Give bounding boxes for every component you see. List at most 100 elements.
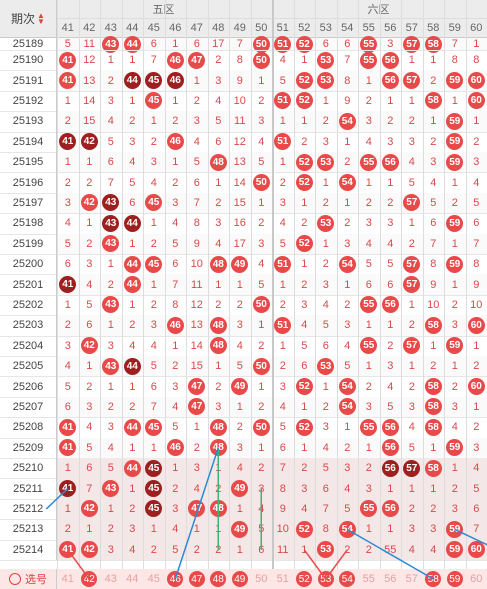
cell: 1 (229, 540, 251, 560)
cell: 3 (315, 132, 337, 152)
cell: 52 (294, 376, 316, 396)
selected-number-ball[interactable]: 59 (446, 571, 463, 587)
cell: 5 (79, 295, 101, 315)
period-label: 25190 (0, 50, 57, 71)
zone-5-header: 五区 (57, 0, 270, 19)
select-number-48[interactable]: 48 (208, 569, 230, 589)
cell: 16 (229, 213, 251, 233)
miss-count: 1 (150, 523, 157, 536)
select-number-51[interactable]: 51 (272, 569, 294, 589)
miss-count: 2 (387, 196, 394, 209)
cell: 8 (337, 70, 359, 90)
miss-count: 1 (430, 339, 437, 352)
select-number-49[interactable]: 49 (229, 569, 251, 589)
selected-number-ball[interactable]: 52 (296, 571, 313, 587)
cell: 55 (358, 295, 380, 315)
drawn-number-ball: 41 (59, 72, 77, 90)
select-number-54[interactable]: 54 (337, 569, 359, 589)
miss-count: 5 (215, 115, 222, 128)
column-header-42: 42 (78, 19, 100, 38)
select-number-50[interactable]: 50 (251, 569, 273, 589)
select-radio-icon[interactable] (9, 573, 21, 585)
cell: 7 (466, 519, 487, 539)
cell: 1 (358, 70, 380, 90)
selected-number-ball[interactable]: 46 (167, 571, 184, 587)
cell: 4 (444, 417, 466, 437)
select-number-56[interactable]: 56 (380, 569, 402, 589)
miss-count: 4 (193, 482, 200, 495)
miss-count: 11 (83, 38, 95, 50)
drawn-number-ball: 49 (231, 255, 249, 273)
miss-count: 4 (236, 462, 243, 475)
cell: 9 (337, 91, 359, 111)
cell: 6 (57, 397, 79, 417)
cell: 1 (229, 274, 251, 294)
cell: 1 (380, 315, 402, 335)
select-number-52[interactable]: 52 (294, 569, 316, 589)
select-number-60[interactable]: 60 (466, 569, 487, 589)
miss-count: 1 (279, 115, 286, 128)
miss-count: 3 (172, 380, 179, 393)
miss-count: 1 (344, 421, 351, 434)
drawn-number-ball: 56 (381, 459, 399, 477)
miss-count: 8 (473, 54, 480, 67)
select-number-44[interactable]: 44 (122, 569, 144, 589)
drawn-number-ball: 57 (403, 35, 421, 53)
period-header[interactable]: 期次 ▲ ▼ (0, 0, 57, 38)
select-label-cell[interactable]: 选号 (0, 569, 57, 589)
select-number-45[interactable]: 45 (143, 569, 165, 589)
cell: 2 (466, 417, 487, 437)
cell: 2 (229, 417, 251, 437)
select-number-41[interactable]: 41 (57, 569, 79, 589)
miss-count: 16 (233, 217, 246, 230)
selected-number-ball[interactable]: 47 (188, 571, 205, 587)
cell: 2 (337, 438, 359, 458)
cell: 11 (272, 540, 294, 560)
column-divider (164, 0, 166, 589)
selected-number-ball[interactable]: 53 (317, 571, 334, 587)
cell: 45 (143, 254, 165, 274)
cell: 58 (423, 315, 445, 335)
cell: 1 (380, 172, 402, 192)
cell: 1 (358, 172, 380, 192)
cell: 3 (294, 295, 316, 315)
select-number-42[interactable]: 42 (79, 569, 101, 589)
miss-count: 12 (190, 298, 203, 311)
cell: 3 (186, 111, 208, 131)
drawn-number-ball: 42 (80, 541, 98, 559)
cell: 2 (100, 397, 122, 417)
select-number-53[interactable]: 53 (315, 569, 337, 589)
cell: 59 (444, 70, 466, 90)
cell: 1 (165, 336, 187, 356)
cell: 4 (272, 50, 294, 70)
select-number-57[interactable]: 57 (401, 569, 423, 589)
sort-icon[interactable]: ▲ ▼ (37, 10, 45, 26)
miss-count: 3 (279, 196, 286, 209)
select-number-58[interactable]: 58 (423, 569, 445, 589)
selected-number-ball[interactable]: 54 (339, 571, 356, 587)
miss-count: 3 (322, 421, 329, 434)
select-number-46[interactable]: 46 (165, 569, 187, 589)
column-divider (336, 0, 338, 589)
cell: 6 (143, 38, 165, 50)
cell: 1 (186, 70, 208, 90)
select-number-43[interactable]: 43 (100, 569, 122, 589)
selected-number-ball[interactable]: 58 (425, 571, 442, 587)
select-number-55[interactable]: 55 (358, 569, 380, 589)
cell: 3 (337, 458, 359, 478)
select-number-47[interactable]: 47 (186, 569, 208, 589)
miss-count: 2 (344, 217, 351, 230)
drawn-number-ball: 52 (295, 72, 313, 90)
selected-number-ball[interactable]: 48 (210, 571, 227, 587)
miss-count: 5 (408, 176, 415, 189)
cell: 59 (444, 254, 466, 274)
cell: 2 (401, 315, 423, 335)
selected-number-ball[interactable]: 49 (231, 571, 248, 587)
miss-count: 2 (107, 400, 114, 413)
select-number-59[interactable]: 59 (444, 569, 466, 589)
selected-number-ball[interactable]: 42 (81, 571, 98, 587)
miss-count: 5 (258, 156, 265, 169)
drawn-number-ball: 41 (59, 480, 77, 498)
miss-count: 6 (150, 38, 157, 50)
miss-count: 1 (301, 54, 308, 67)
